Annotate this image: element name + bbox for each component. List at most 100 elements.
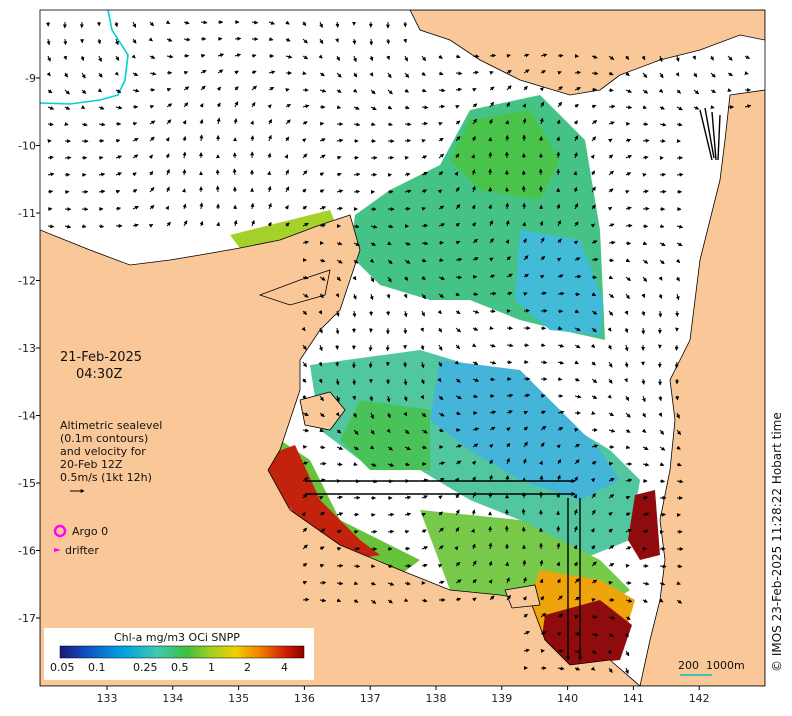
velocity-arrow (591, 444, 599, 449)
velocity-arrow (590, 223, 596, 228)
velocity-arrow (438, 461, 446, 466)
velocity-arrow (455, 411, 462, 416)
velocity-arrow (319, 461, 327, 466)
velocity-arrow (97, 88, 102, 93)
velocity-arrow (165, 205, 170, 211)
velocity-arrow (336, 495, 343, 500)
velocity-arrow (421, 207, 426, 211)
colorbar-tick: 0.5 (171, 661, 189, 674)
velocity-arrow (387, 564, 394, 569)
velocity-arrow (302, 527, 308, 533)
velocity-arrow (199, 103, 204, 108)
velocity-arrow (353, 429, 359, 435)
velocity-arrow (676, 412, 680, 419)
velocity-arrow (455, 153, 460, 159)
velocity-arrow (404, 172, 411, 177)
velocity-arrow (471, 135, 476, 142)
velocity-arrow (302, 477, 309, 482)
velocity-arrow (404, 88, 409, 93)
velocity-arrow (573, 561, 578, 567)
velocity-arrow (574, 203, 579, 210)
cape-york-land (639, 89, 765, 686)
velocity-arrow (268, 37, 274, 42)
velocity-arrow (608, 170, 614, 176)
velocity-arrow (455, 135, 461, 142)
velocity-arrow (319, 138, 326, 142)
colorbar-tick: 0.25 (133, 661, 158, 674)
velocity-arrow (455, 257, 463, 262)
velocity-arrow (658, 395, 663, 402)
velocity-arrow (182, 151, 187, 159)
velocity-arrow (285, 119, 291, 125)
velocity-arrow (420, 378, 425, 385)
velocity-arrow (472, 597, 477, 602)
velocity-arrow (319, 258, 326, 263)
velocity-arrow (489, 71, 494, 75)
velocity-arrow (370, 462, 377, 467)
altimetry-note: Altimetric sealevel (0.1m contours) and … (60, 419, 162, 493)
velocity-arrow (421, 223, 429, 228)
velocity-arrow (506, 343, 514, 348)
velocity-arrow (574, 394, 582, 399)
velocity-arrow (302, 412, 309, 416)
note-line: 20-Feb 12Z (60, 458, 123, 471)
velocity-arrow (336, 241, 343, 246)
velocity-arrow (302, 38, 308, 44)
velocity-arrow (336, 138, 344, 143)
groote-eylandt (299, 391, 346, 431)
velocity-arrow (591, 361, 596, 366)
velocity-arrow (148, 37, 153, 42)
velocity-arrow (556, 151, 561, 159)
velocity-arrow (488, 137, 492, 142)
velocity-arrow (591, 170, 595, 176)
velocity-arrow (641, 55, 646, 61)
velocity-arrow (319, 223, 327, 228)
velocity-arrow (47, 189, 54, 194)
velocity-arrow (421, 598, 428, 603)
velocity-arrow (539, 220, 544, 227)
velocity-arrow (489, 257, 494, 262)
velocity-arrow (115, 138, 121, 143)
velocity-arrow (590, 343, 596, 349)
velocity-arrow (523, 273, 529, 278)
velocity-arrow (301, 512, 306, 517)
velocity-arrow (608, 121, 615, 126)
velocity-arrow (47, 106, 55, 110)
velocity-arrow (471, 528, 475, 533)
velocity-arrow (438, 104, 446, 109)
velocity-arrow (557, 326, 563, 331)
velocity-arrow (505, 202, 510, 210)
velocity-arrow (319, 546, 325, 551)
velocity-arrow (573, 170, 577, 176)
velocity-arrow (505, 561, 510, 567)
velocity-arrow (98, 105, 105, 110)
velocity-arrow (438, 361, 443, 367)
velocity-arrow (336, 206, 344, 211)
velocity-arrow (182, 203, 187, 210)
velocity-arrow (200, 20, 208, 25)
velocity-arrow (302, 275, 309, 280)
longitude-tick-label: 137 (360, 692, 381, 705)
velocity-arrow (557, 71, 562, 75)
velocity-arrow (659, 598, 664, 603)
velocity-arrow (574, 87, 581, 91)
velocity-arrow (335, 310, 340, 317)
velocity-arrow (285, 20, 290, 25)
velocity-arrow (642, 581, 650, 586)
velocity-arrow (455, 444, 463, 449)
velocity-arrow (591, 561, 597, 567)
velocity-arrow (353, 259, 359, 264)
velocity-arrow (352, 293, 357, 300)
velocity-arrow (625, 241, 632, 246)
velocity-arrow (591, 509, 596, 516)
velocity-arrow (522, 103, 526, 108)
velocity-arrow (370, 276, 375, 283)
velocity-arrow (522, 238, 527, 244)
velocity-arrow (642, 412, 646, 418)
note-line: 0.5m/s (1kt 12h) (60, 471, 152, 484)
velocity-arrow (302, 394, 307, 399)
velocity-arrow (591, 257, 599, 262)
velocity-arrow (624, 327, 629, 334)
velocity-arrow (387, 276, 392, 283)
velocity-arrow (608, 528, 613, 533)
